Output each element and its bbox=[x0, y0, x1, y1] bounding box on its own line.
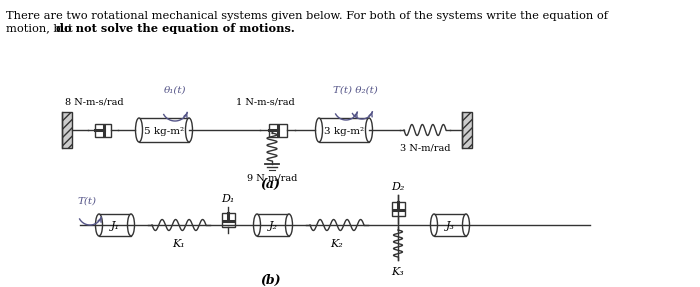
Bar bbox=[221, 213, 234, 227]
Text: 5 kg-m²: 5 kg-m² bbox=[144, 127, 184, 135]
Ellipse shape bbox=[253, 214, 260, 236]
Text: 3 N-m/rad: 3 N-m/rad bbox=[400, 144, 450, 152]
Bar bbox=[257, 214, 289, 236]
Text: θ₁(t): θ₁(t) bbox=[164, 86, 186, 94]
Text: motion, but: motion, but bbox=[6, 23, 76, 33]
Text: J₁: J₁ bbox=[111, 221, 120, 231]
Bar bbox=[99, 214, 131, 236]
Ellipse shape bbox=[316, 118, 323, 142]
Bar bbox=[139, 118, 189, 142]
Ellipse shape bbox=[136, 118, 143, 142]
Ellipse shape bbox=[365, 118, 372, 142]
Bar bbox=[462, 112, 472, 148]
Ellipse shape bbox=[463, 214, 470, 236]
Text: D₁: D₁ bbox=[221, 194, 234, 204]
Bar bbox=[95, 123, 111, 137]
Text: J₃: J₃ bbox=[445, 221, 454, 231]
Text: 3 kg-m²: 3 kg-m² bbox=[324, 127, 364, 135]
Text: J₂: J₂ bbox=[269, 221, 277, 231]
Ellipse shape bbox=[95, 214, 102, 236]
Bar bbox=[319, 118, 369, 142]
Text: do not solve the equation of motions.: do not solve the equation of motions. bbox=[56, 23, 295, 34]
Bar bbox=[391, 202, 405, 216]
Text: (a): (a) bbox=[260, 179, 280, 191]
Text: T(t) θ₂(t): T(t) θ₂(t) bbox=[332, 86, 377, 94]
Ellipse shape bbox=[186, 118, 192, 142]
Text: (b): (b) bbox=[260, 274, 280, 286]
Text: D₂: D₂ bbox=[391, 182, 405, 192]
Text: K₃: K₃ bbox=[391, 267, 405, 277]
Text: 8 N-m-s/rad: 8 N-m-s/rad bbox=[65, 98, 124, 106]
Text: T(t): T(t) bbox=[78, 197, 97, 205]
Text: 9 N-m/rad: 9 N-m/rad bbox=[247, 174, 298, 183]
Ellipse shape bbox=[286, 214, 293, 236]
Bar bbox=[62, 112, 72, 148]
Text: K₁: K₁ bbox=[173, 239, 186, 249]
Text: 1 N-m-s/rad: 1 N-m-s/rad bbox=[236, 98, 295, 106]
Text: K₂: K₂ bbox=[330, 239, 344, 249]
Ellipse shape bbox=[430, 214, 438, 236]
Bar bbox=[434, 214, 466, 236]
Bar bbox=[269, 123, 286, 137]
Ellipse shape bbox=[127, 214, 134, 236]
Text: There are two rotational mechanical systems given below. For both of the systems: There are two rotational mechanical syst… bbox=[6, 11, 608, 21]
